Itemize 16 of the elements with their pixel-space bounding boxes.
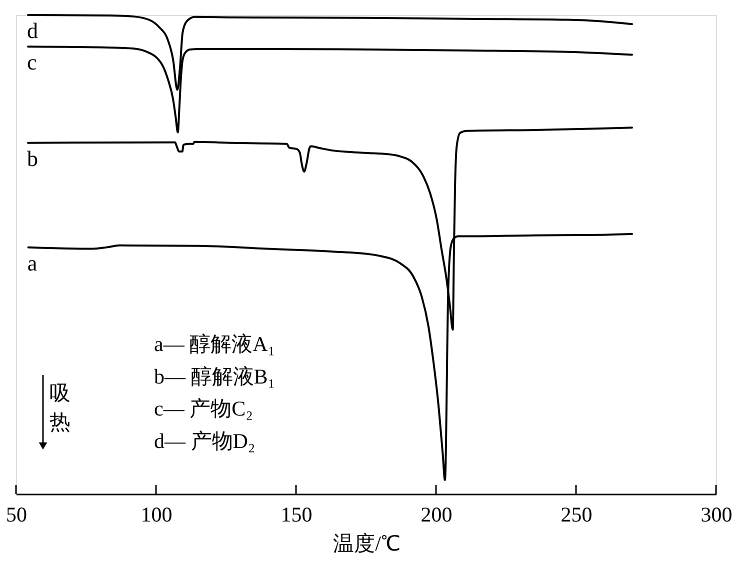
- annotation: a— 醇解液A₁: [154, 332, 276, 356]
- series-label: b: [27, 146, 38, 171]
- series-label: d: [27, 18, 38, 43]
- annotation: c— 产物C₂: [154, 396, 253, 421]
- annotation: d— 产物D₂: [154, 428, 256, 453]
- annotation: b— 醇解液B₁: [154, 364, 276, 388]
- x-tick-label: 150: [280, 502, 312, 526]
- series-label: c: [27, 50, 38, 75]
- x-tick-label: 250: [560, 502, 592, 526]
- x-tick-label: 300: [700, 502, 732, 526]
- series-label: a: [27, 250, 38, 276]
- x-tick-label: 100: [140, 502, 172, 526]
- annotation: 吸热: [50, 381, 70, 434]
- x-tick-label: 50: [6, 502, 27, 526]
- x-axis-title: 温度/℃: [333, 532, 400, 556]
- x-tick-label: 200: [420, 502, 452, 526]
